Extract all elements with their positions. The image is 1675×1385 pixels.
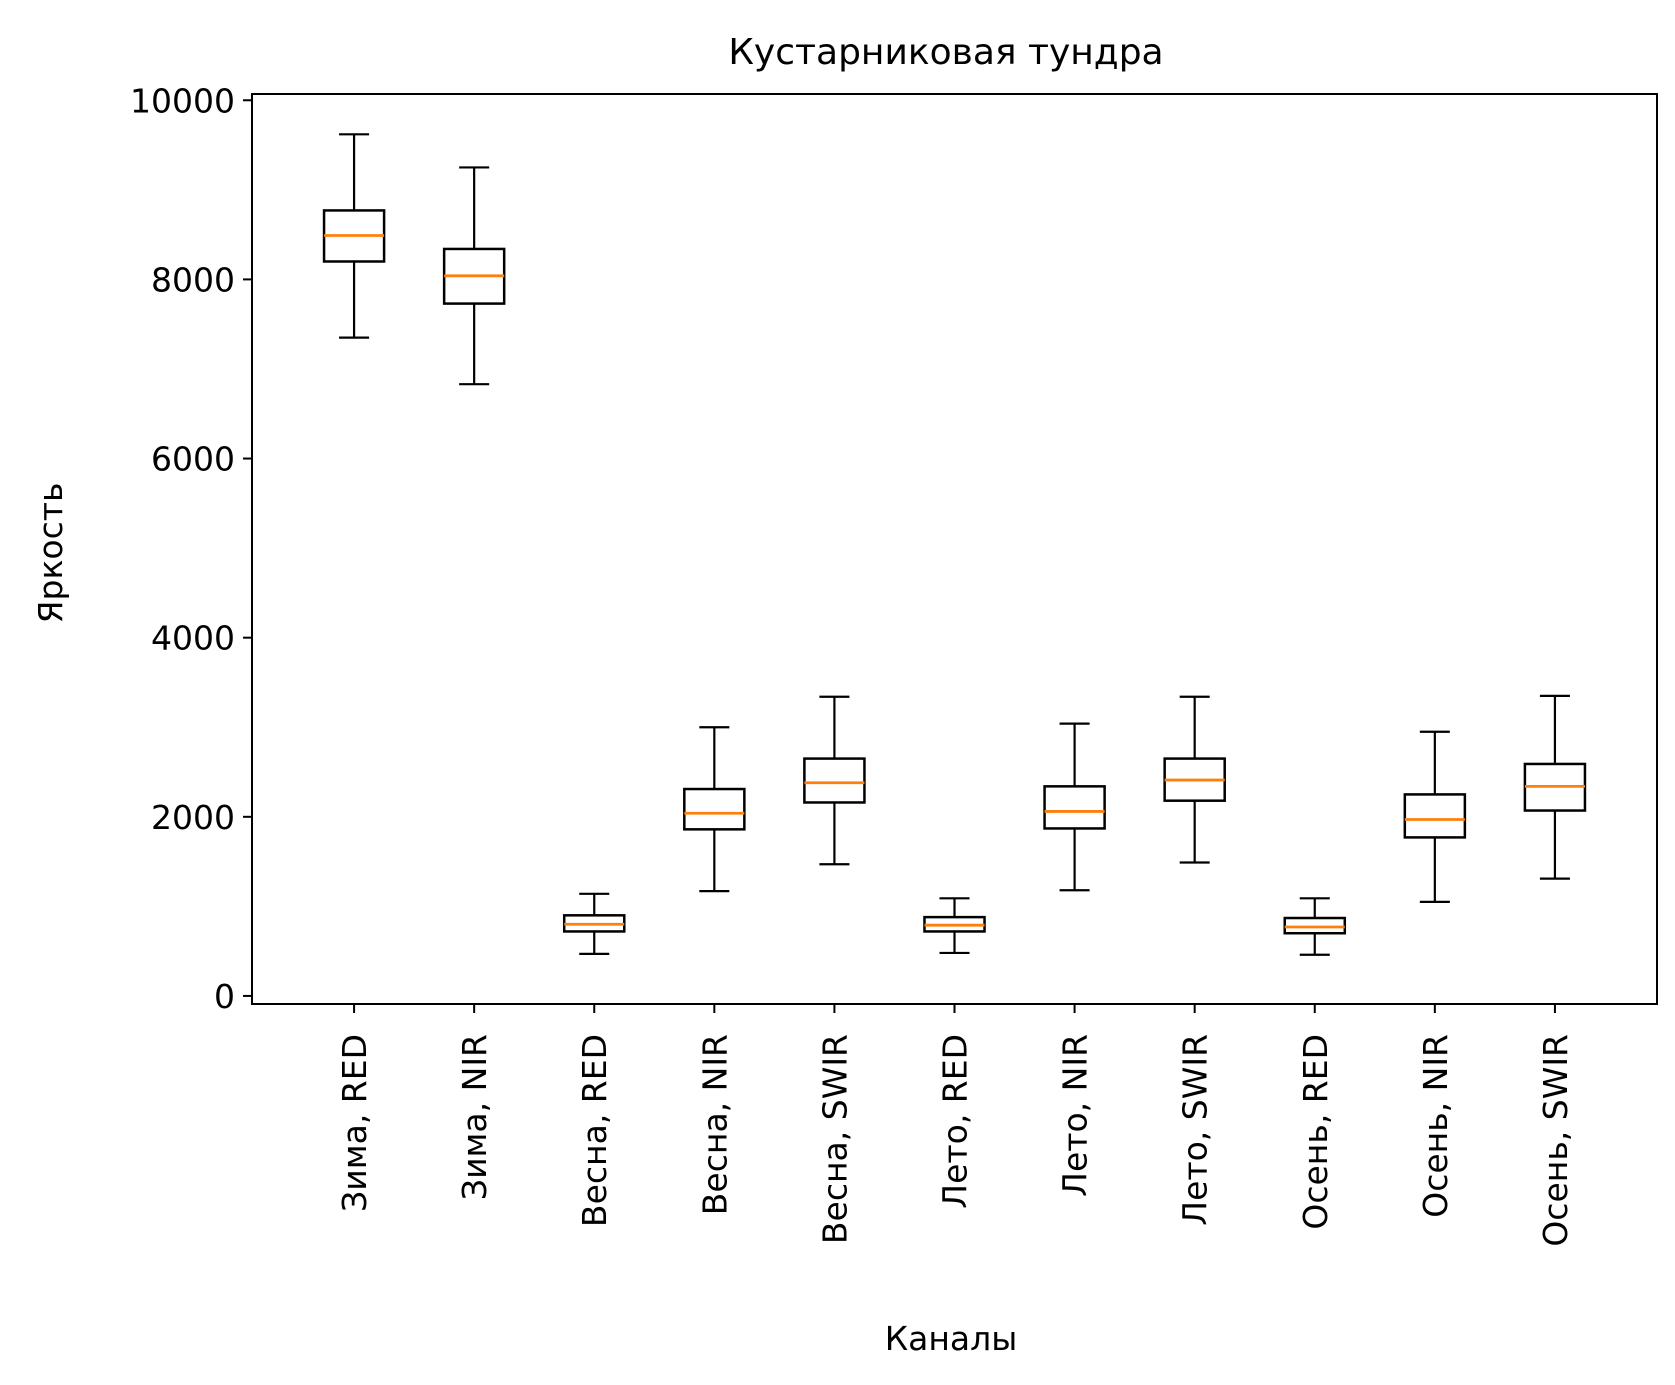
x-tick-label: Весна, NIR — [695, 1034, 734, 1215]
x-tick-label: Осень, SWIR — [1536, 1034, 1575, 1247]
x-tick-label: Весна, RED — [575, 1034, 614, 1227]
x-tick-label: Лето, SWIR — [1176, 1034, 1215, 1226]
x-tick-label: Осень, NIR — [1416, 1034, 1455, 1218]
y-axis-label: Яркость — [31, 483, 70, 624]
y-tick-label: 4000 — [151, 619, 235, 658]
iqr-box — [803, 757, 866, 804]
x-tick-label: Лето, RED — [936, 1034, 975, 1209]
x-axis-label: Каналы — [885, 1319, 1018, 1358]
box-group — [442, 166, 506, 386]
y-tick-label: 0 — [214, 977, 235, 1016]
box-group — [1403, 730, 1467, 903]
box-group — [923, 897, 986, 955]
x-tick-label: Зима, NIR — [455, 1034, 494, 1200]
plot-area — [322, 133, 1587, 956]
y-tick-label: 2000 — [151, 798, 235, 837]
axes-frame — [251, 93, 1658, 1005]
x-tick-label: Лето, NIR — [1056, 1034, 1095, 1197]
box-group — [1043, 722, 1106, 892]
box-group — [1283, 897, 1347, 956]
x-tick-label: Весна, SWIR — [815, 1034, 854, 1244]
x-axis: Зима, RED Зима, NIR Весна, RED Весна, NIR Ве… — [335, 1004, 1575, 1247]
iqr-box — [683, 787, 746, 831]
box-group — [1523, 694, 1587, 880]
y-tick-label: 8000 — [151, 260, 235, 299]
y-tick-label: 10000 — [130, 81, 235, 120]
box-group — [683, 726, 746, 893]
y-tick-label: 6000 — [151, 440, 235, 479]
box-group — [1163, 695, 1226, 864]
iqr-box — [1043, 785, 1106, 830]
box-group — [562, 892, 626, 955]
iqr-box — [1403, 793, 1467, 839]
box-group — [322, 133, 386, 339]
x-tick-label: Зима, RED — [335, 1034, 374, 1212]
box-group — [803, 695, 866, 866]
y-axis: 0 2000 4000 6000 8000 10000 — [130, 81, 252, 1016]
chart-title: Кустарниковая тундра — [728, 32, 1163, 73]
x-tick-label: Осень, RED — [1296, 1034, 1335, 1230]
